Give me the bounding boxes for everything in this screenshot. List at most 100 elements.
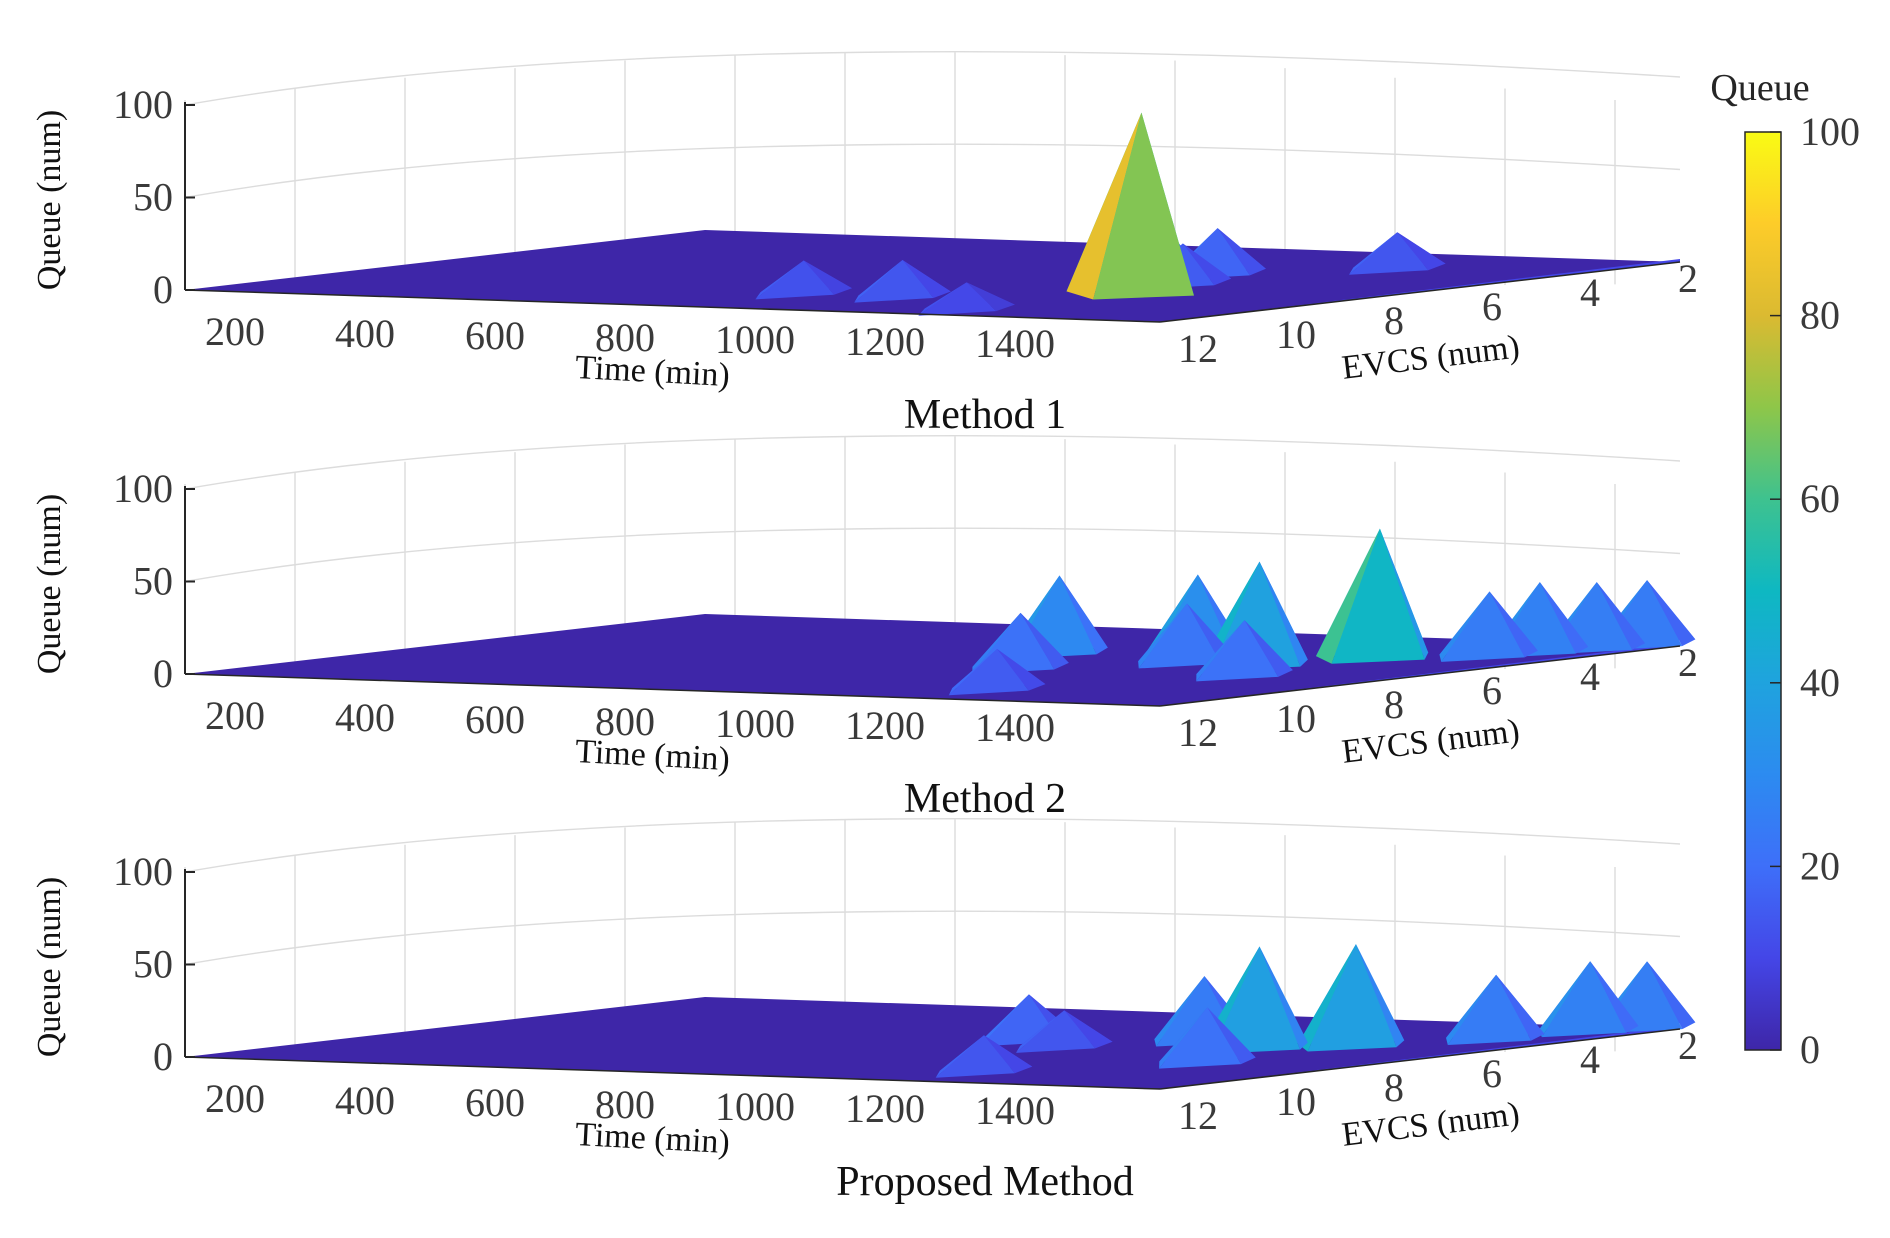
- grid-line: [184, 435, 1681, 490]
- subplot-title: Method 1: [904, 392, 1066, 438]
- time-tick-label: 800: [595, 1082, 655, 1127]
- evcs-tick-label: 8: [1384, 1065, 1404, 1110]
- grid-line: [184, 527, 1681, 583]
- surface-peak: [1015, 1010, 1113, 1053]
- z-tick-label: 50: [133, 559, 173, 604]
- colorbar-gradient: [1744, 131, 1782, 1051]
- evcs-axis-label: EVCS (num): [1340, 712, 1522, 770]
- surface-peak: [935, 1035, 1033, 1078]
- evcs-tick-label: 12: [1178, 1093, 1218, 1138]
- grid-line: [184, 910, 1681, 966]
- evcs-axis-label: EVCS (num): [1340, 1095, 1522, 1153]
- time-tick-label: 400: [335, 1078, 395, 1123]
- evcs-tick-label: 12: [1178, 710, 1218, 755]
- evcs-tick-label: 2: [1678, 640, 1698, 685]
- evcs-tick-label: 10: [1276, 696, 1316, 741]
- evcs-tick-label: 2: [1678, 256, 1698, 301]
- time-tick-label: 400: [335, 695, 395, 740]
- time-tick-label: 400: [335, 311, 395, 356]
- subplot-title: Method 2: [904, 776, 1066, 822]
- z-tick-label: 100: [113, 849, 173, 894]
- time-tick-label: 800: [595, 315, 655, 360]
- surface-peak: [755, 260, 852, 300]
- surface-base: [185, 997, 1680, 1089]
- surface-peak: [1297, 944, 1405, 1052]
- evcs-axis: [1159, 645, 1681, 707]
- time-tick-label: 600: [465, 1080, 525, 1125]
- evcs-tick-label: 2: [1678, 1023, 1698, 1068]
- z-tick-label: 0: [153, 1034, 173, 1079]
- grid: [184, 51, 1681, 291]
- time-tick-label: 1400: [975, 705, 1055, 750]
- time-tick-label: 1400: [975, 1088, 1055, 1133]
- surface-peak: [854, 260, 951, 303]
- time-tick-label: 200: [205, 1076, 265, 1121]
- z-tick-label: 0: [153, 267, 173, 312]
- colorbar: Queue 100 80 60 40 20 0: [1710, 67, 1860, 1072]
- grid-line: [184, 818, 1681, 873]
- z-tick-label: 50: [133, 175, 173, 220]
- colorbar-tick-label: 20: [1800, 843, 1840, 888]
- evcs-tick-label: 12: [1178, 326, 1218, 371]
- z-tick-label: 100: [113, 466, 173, 511]
- evcs-tick-label: 10: [1276, 312, 1316, 357]
- time-axis-label: Time (min): [574, 733, 730, 778]
- evcs-tick-label: 6: [1482, 1051, 1502, 1096]
- time-axis: [184, 289, 1161, 323]
- surface-peak: [1349, 232, 1446, 275]
- z-tick-label: 0: [153, 651, 173, 696]
- evcs-tick-label: 6: [1482, 284, 1502, 329]
- evcs-tick-label: 8: [1384, 298, 1404, 343]
- colorbar-tick-label: 40: [1800, 660, 1840, 705]
- z-axis-label: Queue (num): [31, 877, 68, 1057]
- surface-peak: [1439, 591, 1538, 662]
- time-axis-label: Time (min): [574, 1116, 730, 1161]
- evcs-axis: [1159, 1028, 1681, 1090]
- time-tick-label: 1000: [715, 317, 795, 362]
- time-tick-label: 1200: [845, 703, 925, 748]
- surface-peak: [1446, 974, 1545, 1046]
- evcs-tick-label: 4: [1580, 270, 1600, 315]
- evcs-axis: [1159, 261, 1681, 323]
- time-tick-label: 600: [465, 313, 525, 358]
- grid-line: [184, 51, 1681, 106]
- subplot-title: Proposed Method: [836, 1159, 1134, 1205]
- surface-base: [185, 230, 1680, 322]
- time-tick-label: 800: [595, 699, 655, 744]
- colorbar-tick-label: 0: [1800, 1027, 1820, 1072]
- colorbar-tick-label: 80: [1800, 293, 1840, 338]
- colorbar-title: Queue: [1710, 67, 1809, 109]
- surface-peak: [1316, 528, 1429, 664]
- time-tick-label: 1400: [975, 321, 1055, 366]
- evcs-tick-label: 8: [1384, 682, 1404, 727]
- colorbar-tick-label: 60: [1800, 476, 1840, 521]
- time-tick-label: 600: [465, 697, 525, 742]
- time-tick-label: 200: [205, 309, 265, 354]
- z-axis-label: Queue (num): [31, 494, 68, 674]
- evcs-tick-label: 10: [1276, 1079, 1316, 1124]
- evcs-tick-label: 6: [1482, 668, 1502, 713]
- time-tick-label: 1200: [845, 319, 925, 364]
- surface-peak: [1538, 961, 1639, 1038]
- surface-peak: [1196, 620, 1293, 682]
- subplot-2: 100 50 0 200 400 600 800 1000 1200 1400 12 10 8 6 4 2 Qu…: [31, 435, 1698, 822]
- time-axis-label: Time (min): [574, 349, 730, 394]
- surface-peak: [1159, 1007, 1256, 1069]
- time-axis: [184, 673, 1161, 707]
- surface-peak: [948, 648, 1046, 696]
- time-tick-label: 200: [205, 693, 265, 738]
- time-tick-label: 1000: [715, 1084, 795, 1129]
- colorbar-tick-label: 100: [1800, 109, 1860, 154]
- evcs-tick-label: 4: [1580, 1037, 1600, 1082]
- time-tick-label: 1000: [715, 701, 795, 746]
- subplot-1: 100 50 0 200 400 600 800 1000 1200 1400 12 10 8 6 4 2 Qu…: [31, 51, 1698, 438]
- evcs-axis-label: EVCS (num): [1340, 328, 1522, 386]
- surface-peak: [1066, 112, 1194, 300]
- time-tick-label: 1200: [845, 1086, 925, 1131]
- time-axis: [184, 1056, 1161, 1090]
- grid-line: [184, 143, 1681, 199]
- evcs-tick-label: 4: [1580, 654, 1600, 699]
- surface-base: [185, 614, 1680, 706]
- z-tick-label: 50: [133, 942, 173, 987]
